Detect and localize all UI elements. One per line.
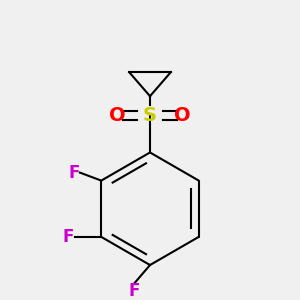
Text: F: F [128,282,140,300]
Text: F: F [68,164,80,181]
Text: O: O [174,106,191,125]
Text: S: S [143,106,157,125]
Text: F: F [63,228,74,246]
Text: O: O [109,106,126,125]
